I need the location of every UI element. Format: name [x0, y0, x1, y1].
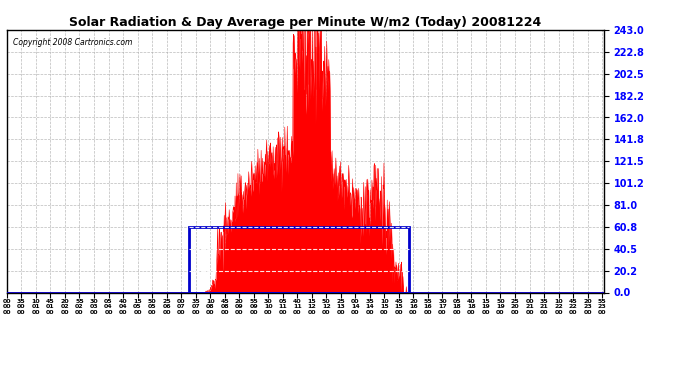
Title: Solar Radiation & Day Average per Minute W/m2 (Today) 20081224: Solar Radiation & Day Average per Minute…: [69, 16, 542, 29]
Text: Copyright 2008 Cartronics.com: Copyright 2008 Cartronics.com: [13, 38, 132, 47]
Bar: [189, 227, 409, 292]
